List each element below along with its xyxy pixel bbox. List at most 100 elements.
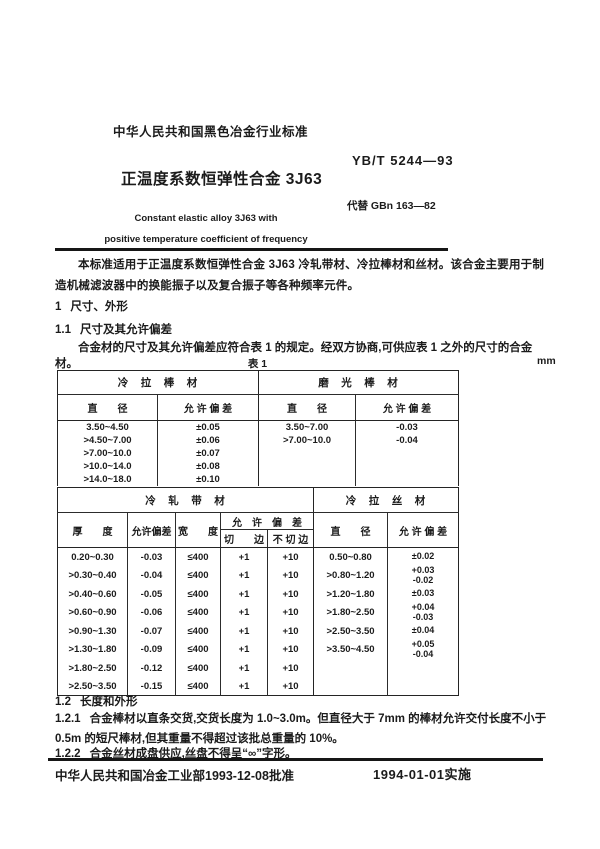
section-1-2-number: 1.2 (55, 696, 71, 708)
table-cell (355, 473, 459, 486)
table-cell: +10 (266, 640, 314, 659)
column-header-width: 宽 度 (175, 512, 221, 548)
column-header-tolerance: 允许偏差 (127, 512, 176, 548)
table-cell: +10 (266, 585, 314, 603)
section-1-2-label: 长度和外形 (80, 696, 138, 708)
table-cell: +1 (220, 640, 268, 659)
table-cell: ±0.05 (157, 420, 259, 434)
table-cell: -0.04 (127, 566, 176, 585)
table-row: >1.80~2.50 -0.12 ≤400 +1 +10 (58, 659, 459, 677)
table-cell: +10 (266, 622, 314, 640)
table-cell: >14.0~18.0 (83, 474, 132, 485)
scope-paragraph: 本标准适用于正温度系数恒弹性合金 3J63 冷轧带材、冷拉棒材和丝材。该合金主要… (55, 259, 545, 292)
table-cell: ±0.04 (387, 622, 459, 640)
column-group-cold-drawn-wire: 冷 拉 丝 材 (313, 487, 459, 513)
section-1-number: 1 (55, 301, 62, 313)
section-1-1-label: 尺寸及其允许偏差 (80, 324, 172, 336)
section-1-2-1-text: 1.2.1 合金棒材以直条交货,交货长度为 1.0~3.0m。但直径大于 7mm … (55, 709, 552, 749)
table-1-bar-section: 冷 拉 棒 材 磨 光 棒 材 直 径 允 许 偏 差 直 径 允 许 偏 差 … (57, 370, 459, 486)
table-cell: -0.04 (355, 434, 459, 447)
table-cell (355, 447, 459, 460)
column-group-cold-rolled-strip: 冷 轧 带 材 (57, 487, 314, 513)
table-row: >7.00~10.0 ±0.07 (58, 447, 459, 460)
table-cell: +1 (220, 677, 268, 696)
table-cell: 3.50~7.00 (258, 420, 356, 434)
table-cell: ±0.08 (157, 460, 259, 473)
table-cell: -0.07 (127, 622, 176, 640)
section-1-2-2-body: 合金丝材成盘供应,丝盘不得呈“∞”字形。 (89, 748, 297, 760)
table-row: >1.30~1.80 -0.09 ≤400 +1 +10 >3.50~4.50 … (58, 640, 459, 659)
table-cell: +10 (266, 677, 314, 696)
column-header-thickness: 厚 度 (57, 512, 128, 548)
table-row: 切 边 不 切 边 (58, 529, 459, 548)
table-cell: +10 (266, 547, 314, 566)
title-english: Constant elastic alloy 3J63 with positiv… (56, 208, 356, 250)
table-cell: >1.80~2.50 (68, 662, 117, 674)
table-cell: +10 (266, 659, 314, 677)
title-chinese: 正温度系数恒弹性合金 3J63 (121, 171, 323, 188)
table-cell: ≤400 (175, 677, 221, 696)
table-cell: ±0.02 (387, 547, 459, 566)
table-cell (258, 447, 356, 460)
table-cell: +0.03 -0.02 (387, 566, 459, 585)
column-header-diameter: 直 径 (313, 512, 388, 548)
section-1-2-heading: 1.2 长度和外形 (55, 693, 138, 709)
table-cell: -0.15 (127, 677, 176, 696)
table-cell: >1.80~2.50 (313, 603, 388, 622)
section-1-1-text: 合金材的尺寸及其允许偏差应符合表 1 的规定。经双方协商,可供应表 1 之外的尺… (55, 342, 533, 370)
table-row: >0.30~0.40 -0.04 ≤400 +1 +10 >0.80~1.20 … (58, 566, 459, 585)
table-cell: ±0.07 (157, 447, 259, 460)
table-cell: >7.00~10.0 (83, 448, 132, 459)
table-cell: +1 (220, 603, 268, 622)
standard-code: YB/T 5244—93 (352, 153, 454, 168)
column-header-tolerance: 允 许 偏 差 (387, 512, 459, 548)
table-cell: >0.30~0.40 (68, 570, 117, 581)
table-cell (258, 460, 356, 473)
section-1-1-number: 1.1 (55, 324, 71, 336)
table-cell: >0.40~0.60 (68, 588, 117, 600)
table-cell: -0.12 (127, 659, 176, 677)
section-1-2-1-body: 合金棒材以直条交货,交货长度为 1.0~3.0m。但直径大于 7mm 的棒材允许… (55, 713, 547, 745)
table-cell: 0.50~0.80 (313, 547, 388, 566)
table-cell: >0.80~1.20 (313, 566, 388, 585)
table-row: >0.60~0.90 -0.06 ≤400 +1 +10 >1.80~2.50 … (58, 603, 459, 622)
table-cell: ≤400 (175, 640, 221, 659)
table-row: 0.20~0.30 -0.03 ≤400 +1 +10 0.50~0.80 ±0… (58, 547, 459, 566)
table-cell (355, 460, 459, 473)
column-header-tolerance: 允 许 偏 差 (157, 394, 259, 421)
table-cell: >2.50~3.50 (68, 680, 117, 692)
table-cell: >10.0~14.0 (83, 461, 132, 472)
table-cell: >0.60~0.90 (68, 607, 117, 618)
table-cell: >4.50~7.00 (83, 435, 132, 446)
tolerance-line: -0.03 (412, 611, 434, 622)
table-cell (313, 659, 388, 677)
column-header-trimmed-edge: 切 边 (220, 529, 268, 548)
table-cell (387, 659, 459, 677)
table-1-caption: 表 1 (247, 358, 268, 370)
table-cell: -0.09 (127, 640, 176, 659)
table-cell: +1 (220, 547, 268, 566)
table-cell: +0.04 -0.03 (387, 603, 459, 622)
table-cell: >2.50~3.50 (313, 622, 388, 640)
table-row: 冷 拉 棒 材 磨 光 棒 材 (57, 370, 459, 395)
table-cell: >1.20~1.80 (313, 585, 388, 603)
table-1-unit: mm (537, 355, 556, 367)
table-cell: +1 (220, 622, 268, 640)
table-cell: +10 (266, 603, 314, 622)
table-cell (387, 677, 459, 696)
tolerance-line: +0.05 (411, 640, 435, 649)
table-row: >14.0~18.0 ±0.10 (58, 473, 459, 486)
table-row: >0.40~0.60 -0.05 ≤400 +1 +10 >1.20~1.80 … (58, 585, 459, 603)
table-row: >4.50~7.00 ±0.06 >7.00~10.0 -0.04 (58, 434, 459, 447)
header-rule (55, 248, 448, 251)
table-row: >2.50~3.50 -0.15 ≤400 +1 +10 (58, 677, 459, 696)
tolerance-line: ±0.03 (411, 588, 435, 599)
table-cell: >7.00~10.0 (258, 434, 356, 447)
table-cell: >1.30~1.80 (68, 644, 117, 655)
table-cell: -0.05 (127, 585, 176, 603)
table-cell: ≤400 (175, 603, 221, 622)
section-1-label: 尺寸、外形 (70, 301, 128, 313)
table-row: 3.50~4.50 ±0.05 3.50~7.00 -0.03 (58, 420, 459, 434)
column-header-tolerance-group: 允 许 偏 差 (219, 512, 314, 530)
